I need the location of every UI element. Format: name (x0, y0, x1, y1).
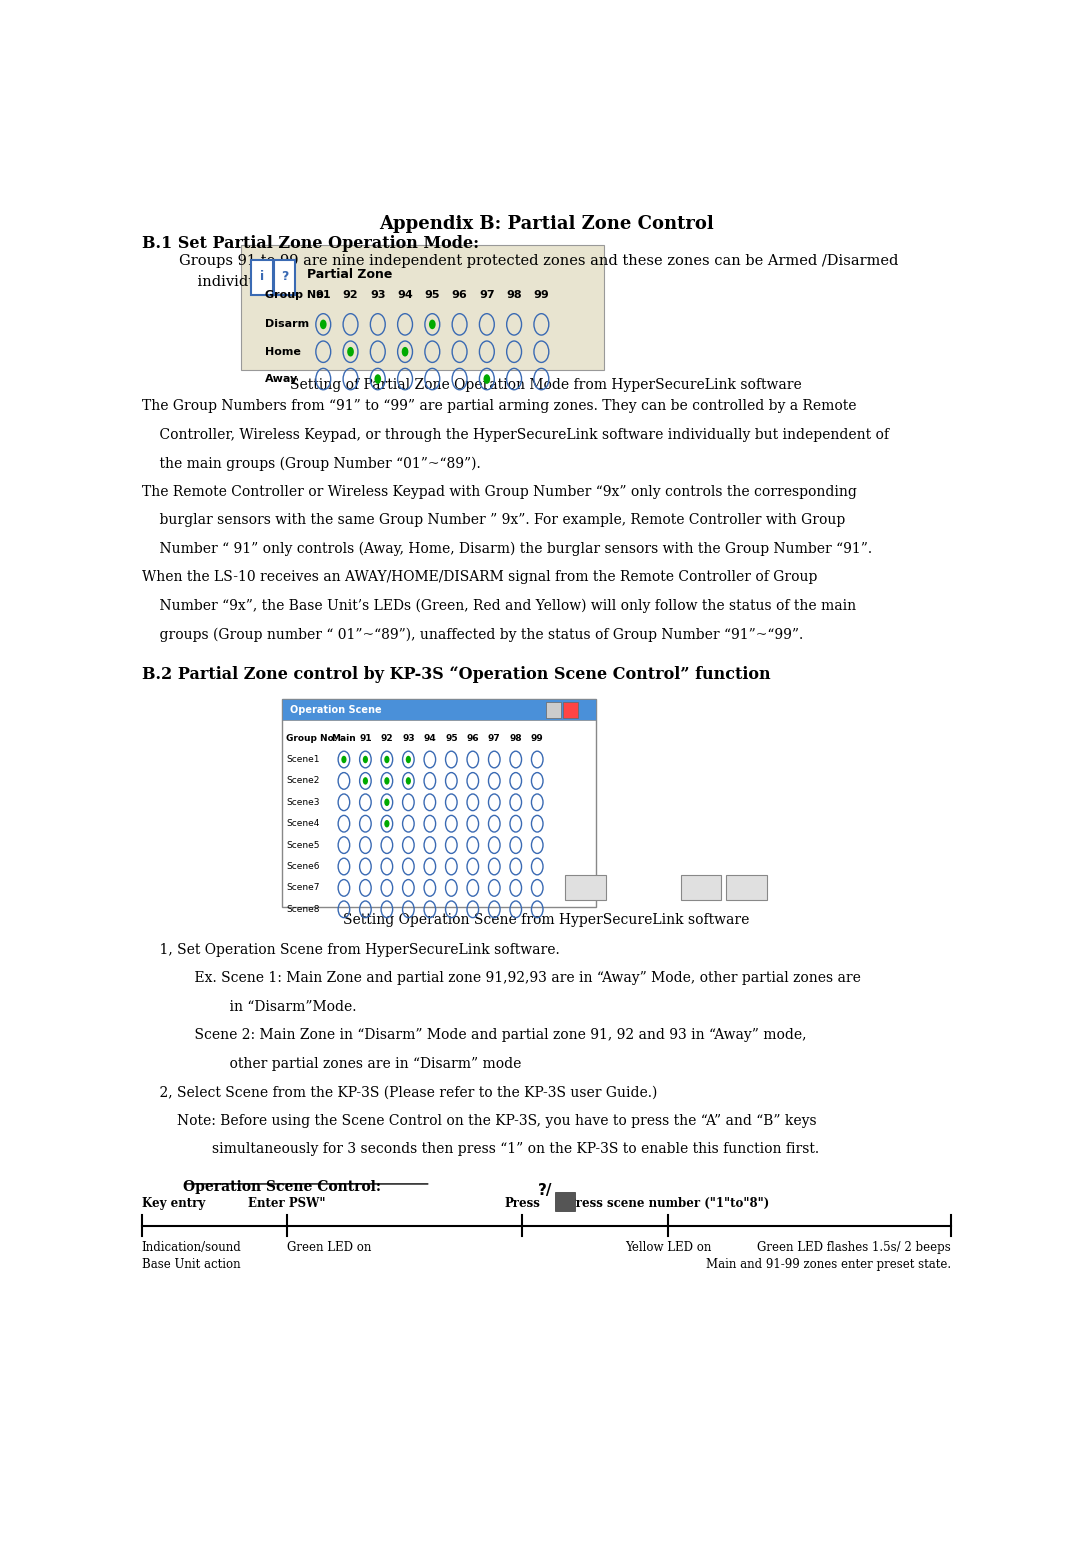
Text: The Remote Controller or Wireless Keypad with Group Number “9x” only controls th: The Remote Controller or Wireless Keypad… (142, 485, 856, 499)
Text: When the LS-10 receives an AWAY/HOME/DISARM signal from the Remote Controller of: When the LS-10 receives an AWAY/HOME/DIS… (142, 570, 817, 585)
FancyBboxPatch shape (726, 875, 766, 900)
Circle shape (429, 320, 436, 329)
Text: Scene 2: Main Zone in “Disarm” Mode and partial zone 91, 92 and 93 in “Away” mod: Scene 2: Main Zone in “Disarm” Mode and … (142, 1028, 806, 1042)
Circle shape (384, 777, 389, 784)
Text: 97: 97 (479, 290, 495, 300)
Text: 98: 98 (510, 733, 522, 743)
Text: Scene3: Scene3 (286, 798, 320, 808)
Text: 97: 97 (488, 733, 501, 743)
Circle shape (341, 755, 346, 763)
Text: Group No.: Group No. (265, 290, 328, 300)
Text: Number “ 91” only controls (Away, Home, Disarm) the burglar sensors with the Gro: Number “ 91” only controls (Away, Home, … (142, 542, 872, 556)
Text: 2, Select Scene from the KP-3S (Please refer to the KP-3S user Guide.): 2, Select Scene from the KP-3S (Please r… (142, 1085, 657, 1099)
Text: 95: 95 (424, 290, 440, 300)
Text: B.1 Set Partial Zone Operation Mode:: B.1 Set Partial Zone Operation Mode: (142, 235, 479, 252)
Text: Disarm: Disarm (265, 320, 309, 329)
Text: Scene4: Scene4 (286, 820, 320, 828)
Text: 94: 94 (423, 733, 436, 743)
Circle shape (402, 347, 408, 357)
Text: 91: 91 (359, 733, 372, 743)
Circle shape (362, 777, 368, 784)
Text: Partial Zone: Partial Zone (307, 269, 392, 281)
Text: Enter PSW": Enter PSW" (248, 1197, 326, 1210)
Text: Note: Before using the Scene Control on the KP-3S, you have to press the “A” and: Note: Before using the Scene Control on … (142, 1113, 817, 1127)
Text: groups (Group number “ 01”~“89”), unaffected by the status of Group Number “91”~: groups (Group number “ 01”~“89”), unaffe… (142, 627, 803, 642)
Circle shape (374, 374, 382, 384)
Text: 98: 98 (506, 290, 522, 300)
Text: 96: 96 (452, 290, 468, 300)
FancyBboxPatch shape (555, 1192, 575, 1212)
Circle shape (406, 755, 411, 763)
Text: Appendix B: Partial Zone Control: Appendix B: Partial Zone Control (378, 215, 714, 233)
Text: Key entry: Key entry (142, 1197, 205, 1210)
Text: ?/: ?/ (538, 1183, 552, 1198)
Circle shape (384, 820, 389, 828)
Text: 99: 99 (533, 290, 549, 300)
Text: Setting Operation Scene from HyperSecureLink software: Setting Operation Scene from HyperSecure… (343, 913, 749, 926)
Text: 92: 92 (342, 290, 358, 300)
FancyBboxPatch shape (252, 261, 273, 295)
FancyBboxPatch shape (565, 875, 605, 900)
Circle shape (384, 755, 389, 763)
Circle shape (484, 374, 490, 384)
Text: in “Disarm”Mode.: in “Disarm”Mode. (142, 999, 356, 1014)
Circle shape (348, 347, 354, 357)
Text: 93: 93 (402, 733, 415, 743)
Text: Groups 91 to 99 are nine independent protected zones and these zones can be Arme: Groups 91 to 99 are nine independent pro… (179, 255, 898, 289)
FancyBboxPatch shape (241, 244, 604, 369)
Text: Scene5: Scene5 (286, 840, 320, 849)
Text: The Group Numbers from “91” to “99” are partial arming zones. They can be contro: The Group Numbers from “91” to “99” are … (142, 400, 856, 414)
Text: Setting of Partial Zone Operation Mode from HyperSecureLink software: Setting of Partial Zone Operation Mode f… (290, 378, 803, 392)
Text: Scene7: Scene7 (286, 883, 320, 892)
Circle shape (384, 798, 389, 806)
Text: Operation Scene: Operation Scene (290, 704, 382, 715)
Text: the main groups (Group Number “01”~“89”).: the main groups (Group Number “01”~“89”)… (142, 457, 481, 471)
Text: Scene2: Scene2 (286, 777, 320, 786)
FancyBboxPatch shape (281, 699, 596, 906)
Text: simultaneously for 3 seconds then press “1” on the KP-3S to enable this function: simultaneously for 3 seconds then press … (142, 1143, 819, 1156)
Circle shape (320, 320, 326, 329)
Text: Scene8: Scene8 (286, 905, 320, 914)
Text: Away: Away (265, 374, 298, 384)
FancyBboxPatch shape (274, 261, 295, 295)
FancyBboxPatch shape (281, 699, 596, 721)
Text: Number “9x”, the Base Unit’s LEDs (Green, Red and Yellow) will only follow the s: Number “9x”, the Base Unit’s LEDs (Green… (142, 599, 856, 613)
Circle shape (406, 777, 411, 784)
Text: Green LED on: Green LED on (287, 1241, 372, 1254)
FancyBboxPatch shape (547, 703, 561, 718)
Text: Green LED flashes 1.5s/ 2 beeps
Main and 91-99 zones enter preset state.: Green LED flashes 1.5s/ 2 beeps Main and… (706, 1241, 951, 1271)
Text: Press: Press (504, 1197, 540, 1210)
Circle shape (362, 755, 368, 763)
Text: Controller, Wireless Keypad, or through the HyperSecureLink software individuall: Controller, Wireless Keypad, or through … (142, 428, 889, 442)
Text: B.2 Partial Zone control by KP-3S “Operation Scene Control” function: B.2 Partial Zone control by KP-3S “Opera… (142, 665, 770, 682)
Text: ?: ? (280, 270, 288, 283)
Text: Main: Main (332, 733, 356, 743)
Text: 95: 95 (445, 733, 457, 743)
Text: Press scene number ("1"to"8"): Press scene number ("1"to"8") (567, 1197, 769, 1210)
Text: 92: 92 (381, 733, 393, 743)
FancyBboxPatch shape (563, 703, 578, 718)
Text: Scene6: Scene6 (286, 862, 320, 871)
Text: Home: Home (265, 347, 302, 357)
Text: other partial zones are in “Disarm” mode: other partial zones are in “Disarm” mode (142, 1056, 521, 1070)
Text: Yellow LED on: Yellow LED on (625, 1241, 711, 1254)
Text: burglar sensors with the same Group Number ” 9x”. For example, Remote Controller: burglar sensors with the same Group Numb… (142, 514, 844, 528)
Text: Operation Scene Control:: Operation Scene Control: (183, 1180, 381, 1195)
Text: Indication/sound
Base Unit action: Indication/sound Base Unit action (142, 1241, 241, 1271)
Text: 91: 91 (316, 290, 332, 300)
Text: 1, Set Operation Scene from HyperSecureLink software.: 1, Set Operation Scene from HyperSecureL… (142, 942, 560, 957)
Text: 93: 93 (370, 290, 386, 300)
Text: 96: 96 (467, 733, 479, 743)
Text: 94: 94 (398, 290, 413, 300)
Text: Group No.: Group No. (286, 733, 337, 743)
Text: i: i (260, 270, 264, 283)
Text: Scene1: Scene1 (286, 755, 320, 764)
Text: 99: 99 (531, 733, 544, 743)
FancyBboxPatch shape (681, 875, 722, 900)
Text: Ex. Scene 1: Main Zone and partial zone 91,92,93 are in “Away” Mode, other parti: Ex. Scene 1: Main Zone and partial zone … (142, 971, 860, 985)
